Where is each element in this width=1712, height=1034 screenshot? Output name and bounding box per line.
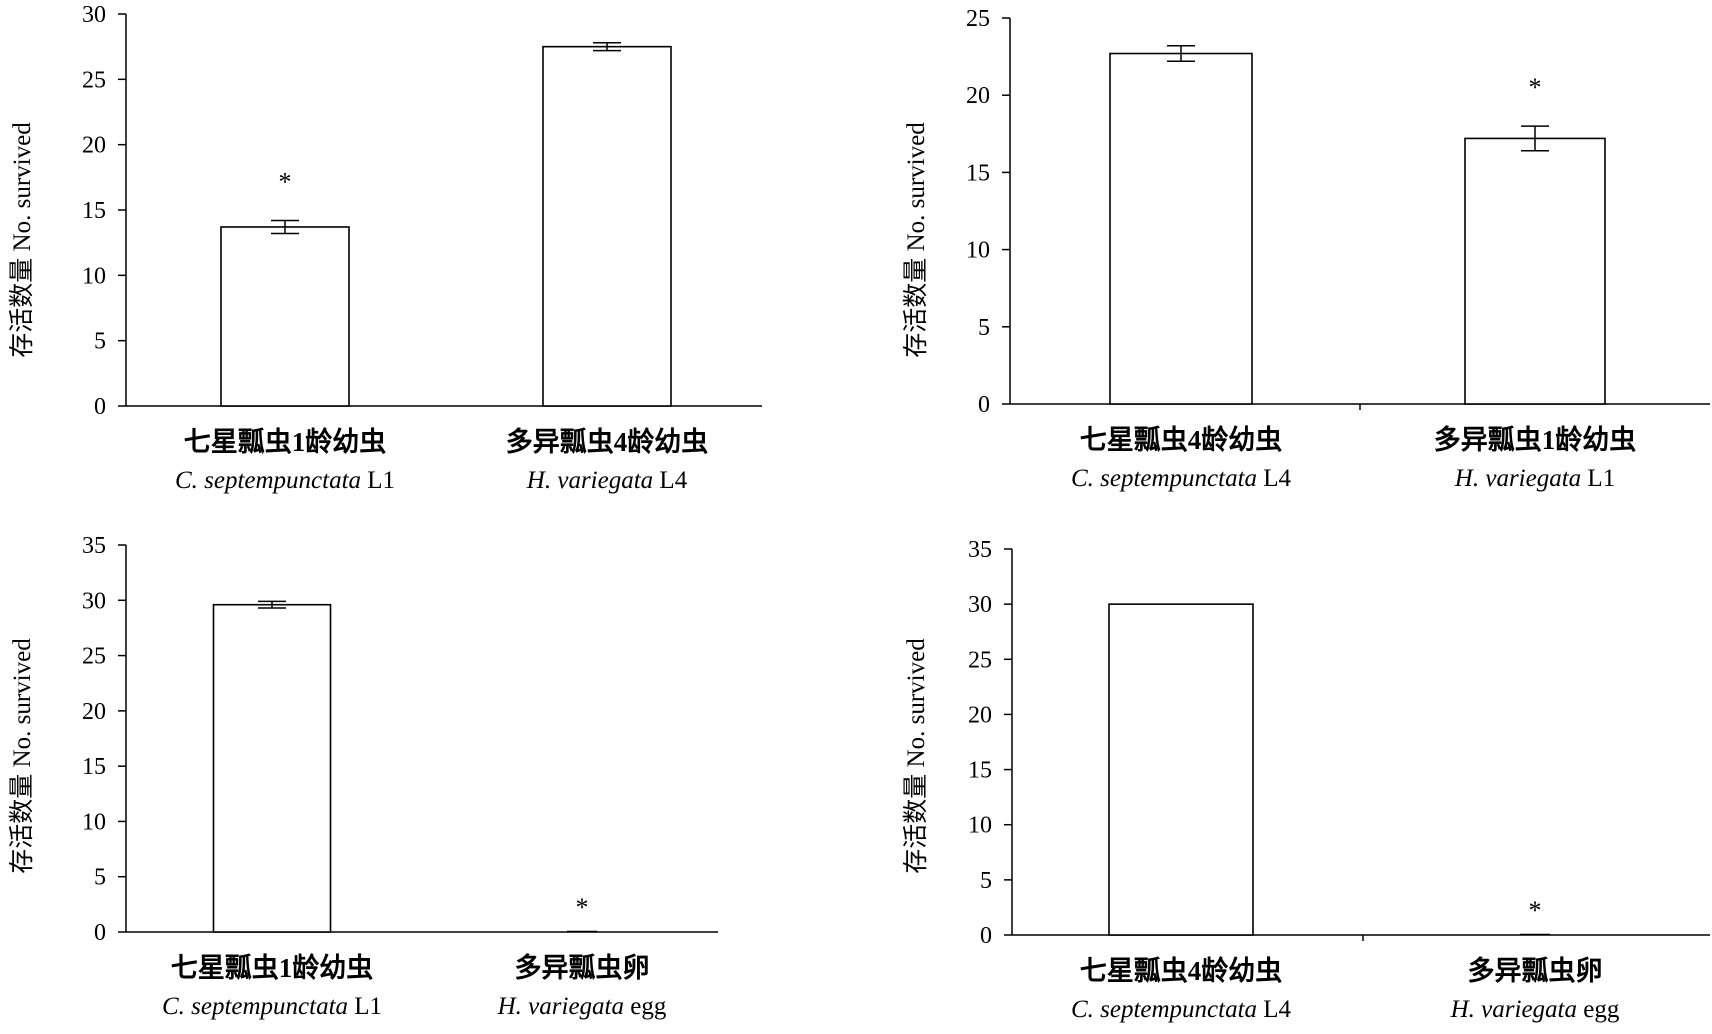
y-axis-label: 存活数量 No. survived [902,638,930,874]
species-name: H. variegata [1450,996,1577,1023]
y-tick-label: 5 [94,329,106,355]
bar [220,226,350,407]
y-tick-label: 30 [82,588,106,614]
species-name: C. septempunctata [1071,465,1257,492]
x-category-label-latin: C. septempunctata L4 [1071,996,1292,1023]
significance-marker: * [1529,73,1542,102]
y-tick-label: 25 [966,6,990,32]
y-tick-label: 5 [978,315,990,341]
significance-marker: * [576,893,589,922]
y-tick-label: 25 [82,644,106,670]
y-tick-label: 10 [968,813,992,839]
y-tick-label: 25 [968,647,992,673]
x-category-label-chinese: 多异瓢虫1龄幼虫 [1434,424,1637,455]
bar [212,603,332,933]
species-name: C. septempunctata [175,467,361,494]
bar [542,45,672,407]
y-tick-label: 20 [82,133,106,159]
life-stage: L4 [653,467,688,494]
bar [1109,52,1253,405]
y-axis-label: 存活数量 No. survived [902,122,930,358]
y-tick-label: 35 [968,537,992,563]
life-stage: L4 [1257,465,1292,492]
x-category-label-latin: H. variegata egg [497,993,667,1020]
x-category-label-latin: H. variegata L1 [1454,465,1615,492]
x-category-label-latin: H. variegata egg [1450,996,1620,1023]
species-name: H. variegata [497,993,624,1020]
y-tick-label: 15 [966,160,990,186]
y-tick-label: 0 [980,923,992,949]
x-category-label-chinese: 七星瓢虫4龄幼虫 [1080,424,1283,455]
y-tick-label: 30 [82,2,106,28]
species-name: C. septempunctata [162,993,348,1020]
species-name: H. variegata [1454,465,1581,492]
life-stage: egg [1577,996,1620,1023]
species-name: C. septempunctata [1071,996,1257,1023]
species-name: H. variegata [526,467,653,494]
y-tick-label: 30 [968,592,992,618]
y-tick-label: 15 [968,758,992,784]
y-tick-label: 0 [94,394,106,420]
y-tick-label: 15 [82,754,106,780]
life-stage: L4 [1257,996,1292,1023]
y-tick-label: 20 [82,699,106,725]
y-tick-label: 10 [82,809,106,835]
x-category-label-latin: C. septempunctata L4 [1071,465,1292,492]
life-stage: L1 [1581,465,1615,492]
y-axis-label: 存活数量 No. survived [8,122,36,358]
y-tick-label: 20 [966,83,990,109]
x-category-label-latin: H. variegata L4 [526,467,688,494]
bar [1464,137,1606,405]
x-category-label-latin: C. septempunctata L1 [162,993,382,1020]
life-stage: L1 [361,467,395,494]
x-category-label-latin: C. septempunctata L1 [175,467,395,494]
life-stage: egg [624,993,667,1020]
significance-marker: * [1529,896,1542,925]
y-tick-label: 10 [82,263,106,289]
y-tick-label: 25 [82,67,106,93]
bar [1108,603,1254,936]
x-category-label-chinese: 多异瓢虫4龄幼虫 [506,426,709,457]
y-tick-label: 5 [94,865,106,891]
y-tick-label: 5 [980,868,992,894]
y-axis-label: 存活数量 No. survived [8,638,36,874]
y-tick-label: 20 [968,702,992,728]
x-category-label-chinese: 七星瓢虫4龄幼虫 [1080,955,1283,986]
y-tick-label: 15 [82,198,106,224]
x-category-label-chinese: 七星瓢虫1龄幼虫 [171,952,374,983]
y-tick-label: 0 [978,392,990,418]
life-stage: L1 [348,993,382,1020]
y-tick-label: 35 [82,533,106,559]
significance-marker: * [279,167,292,196]
y-tick-label: 0 [94,920,106,946]
x-category-label-chinese: 七星瓢虫1龄幼虫 [184,426,387,457]
x-category-label-chinese: 多异瓢虫卵 [1468,956,1603,986]
y-tick-label: 10 [966,238,990,264]
x-category-label-chinese: 多异瓢虫卵 [515,953,650,983]
